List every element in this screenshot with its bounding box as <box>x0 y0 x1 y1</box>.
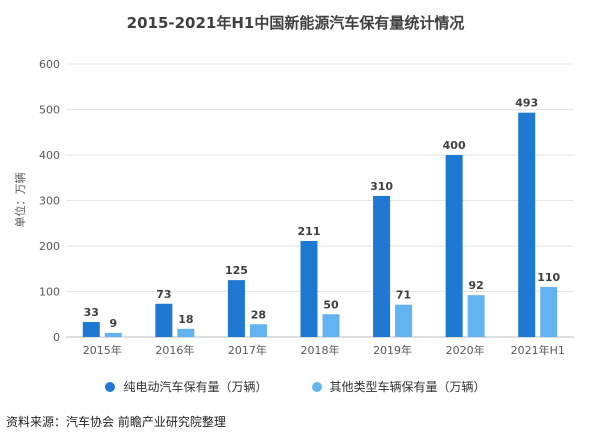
x-tick-label: 2016年 <box>155 343 194 357</box>
bar-value-label: 211 <box>298 225 321 238</box>
bar <box>82 321 100 337</box>
legend-swatch-bev <box>105 381 116 392</box>
bar-value-label: 71 <box>396 289 411 302</box>
bar-value-label: 50 <box>323 298 339 311</box>
bar <box>395 304 413 337</box>
y-tick-label: 300 <box>39 195 60 208</box>
x-tick-label: 2021年H1 <box>511 343 565 357</box>
legend-swatch-other <box>311 381 322 392</box>
bar-value-label: 310 <box>370 180 393 193</box>
legend-item-bev: 纯电动汽车保有量（万辆） <box>105 378 268 395</box>
x-tick-label: 2015年 <box>83 343 122 357</box>
y-tick-label: 0 <box>53 331 60 344</box>
x-tick-label: 2017年 <box>228 343 267 357</box>
bar <box>373 195 391 337</box>
x-tick-label: 2019年 <box>373 343 412 357</box>
bar-value-label: 493 <box>515 97 538 110</box>
bar <box>177 328 195 337</box>
bar-value-label: 400 <box>443 139 466 152</box>
bar <box>467 295 485 337</box>
bar-value-label: 28 <box>251 308 266 321</box>
bar-value-label: 9 <box>109 317 117 330</box>
y-axis-ticks: 0 100 200 300 400 500 600 <box>39 58 60 344</box>
bar <box>104 332 122 337</box>
bars <box>82 112 558 337</box>
y-tick-label: 400 <box>39 149 60 162</box>
chart-title: 2015-2021年H1中国新能源汽车保有量统计情况 <box>126 14 465 32</box>
gridlines <box>66 63 574 338</box>
bar <box>249 324 267 337</box>
bar <box>540 286 558 337</box>
source-note: 资料来源：汽车协会 前瞻产业研究院整理 <box>6 415 226 429</box>
bar <box>155 303 173 337</box>
y-axis-label: 单位：万辆 <box>13 173 27 228</box>
y-tick-label: 200 <box>39 240 60 253</box>
bar <box>518 112 536 337</box>
data-labels: 33 9 73 18 125 28 211 50 310 71 400 92 493 110 <box>84 97 561 330</box>
bar-value-label: 110 <box>537 271 560 284</box>
bar-value-label: 33 <box>84 306 99 319</box>
bar-value-label: 125 <box>225 264 248 277</box>
y-tick-label: 500 <box>39 104 60 117</box>
bar <box>322 314 340 337</box>
bar-value-label: 92 <box>468 279 483 292</box>
bar <box>300 240 318 337</box>
x-tick-label: 2020年 <box>446 343 485 357</box>
bar <box>227 280 245 337</box>
legend-label-bev: 纯电动汽车保有量（万辆） <box>123 380 268 394</box>
y-tick-label: 600 <box>39 58 60 71</box>
legend-label-other: 其他类型车辆保有量（万辆） <box>329 380 486 394</box>
bar-value-label: 73 <box>156 288 171 301</box>
legend-item-other: 其他类型车辆保有量（万辆） <box>311 378 486 395</box>
bar <box>445 155 463 337</box>
legend: 纯电动汽车保有量（万辆） 其他类型车辆保有量（万辆） <box>0 378 591 395</box>
bar-value-label: 18 <box>178 313 193 326</box>
x-axis-ticks: 2015年 2016年 2017年 2018年 2019年 2020年 2021年H1 <box>83 343 565 357</box>
y-tick-label: 100 <box>39 286 60 299</box>
x-tick-label: 2018年 <box>301 343 340 357</box>
